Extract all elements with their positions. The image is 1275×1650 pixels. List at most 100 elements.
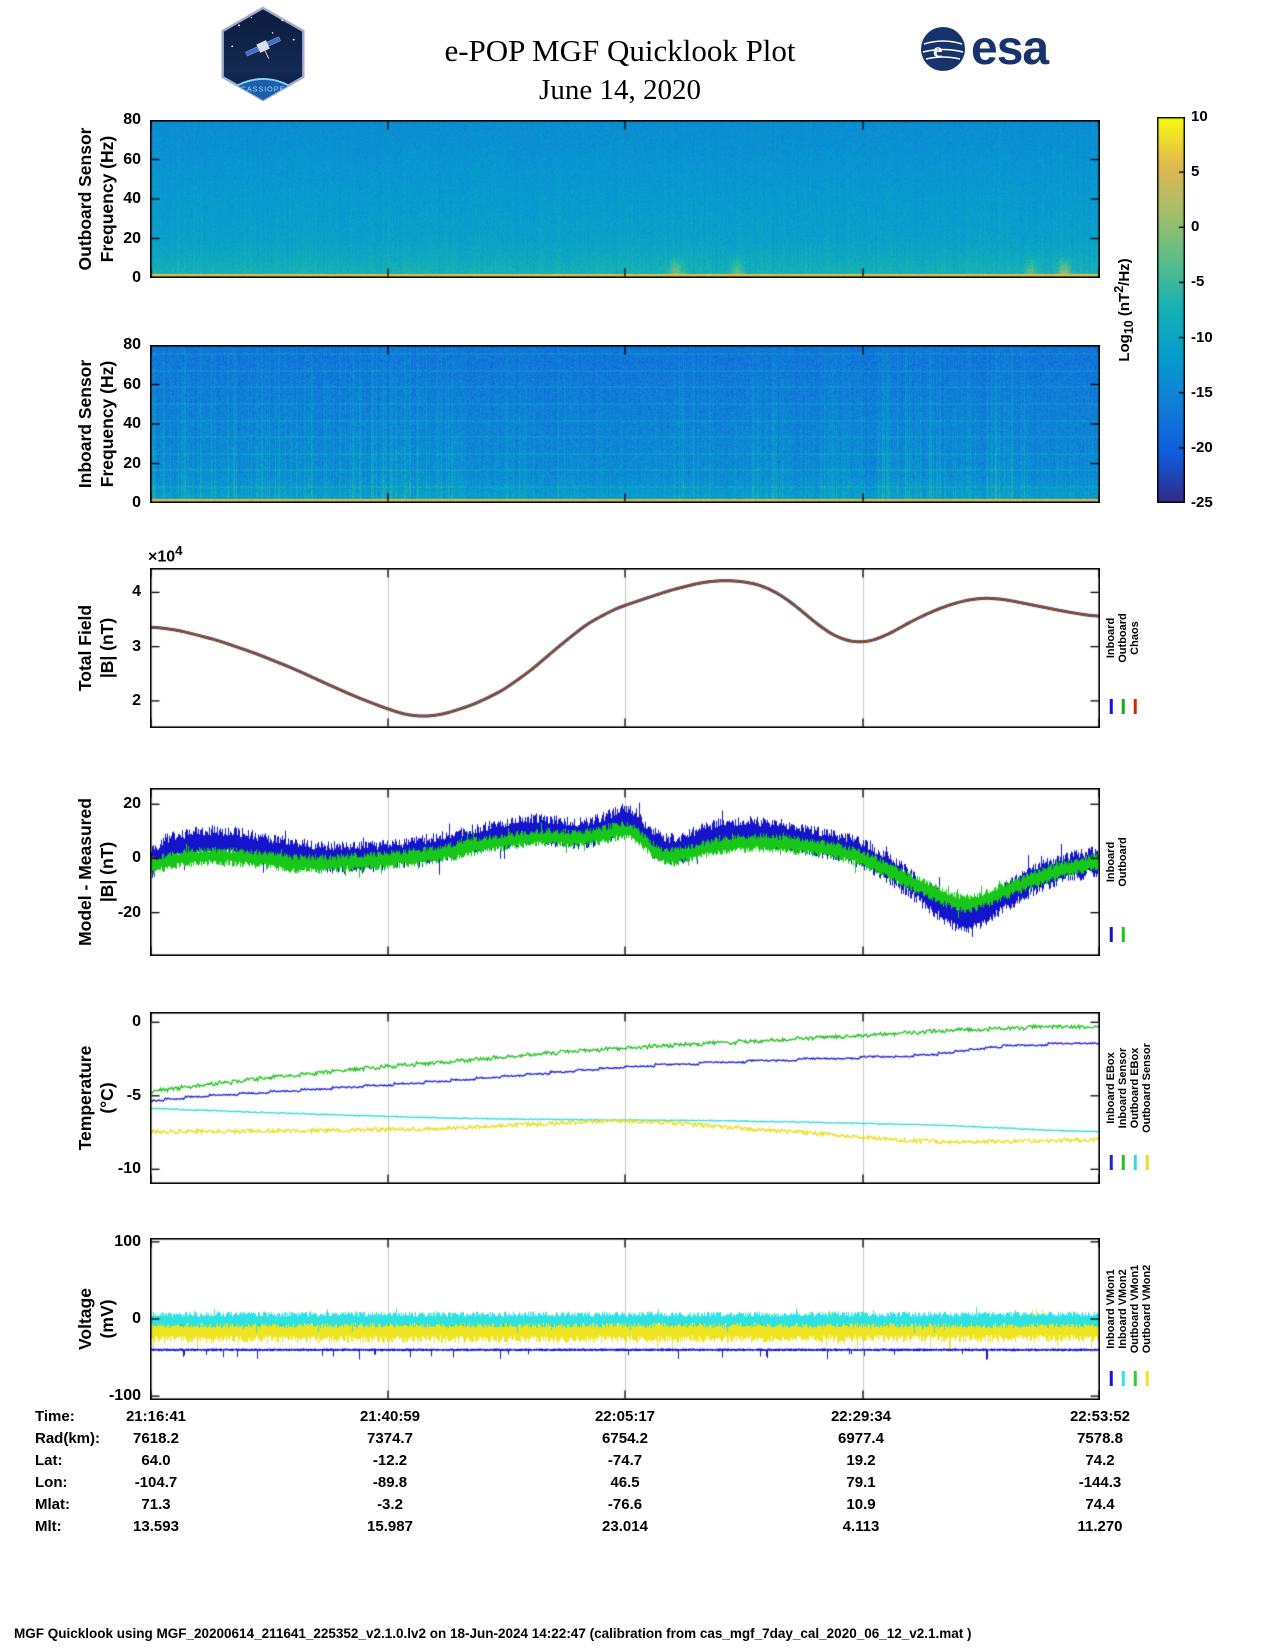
colorbar-tick-label: -15 — [1191, 383, 1213, 401]
y-tick-label: 2 — [132, 691, 141, 709]
voltage-legend: Inboard VMon1 Inboard VMon2 Outboard VMon1… — [1105, 1238, 1153, 1400]
model-minus-measured-legend: Inboard Outboard — [1105, 788, 1129, 956]
y-tick-label: 0 — [132, 1013, 141, 1031]
ephem-value: -144.3 — [1078, 1474, 1122, 1491]
y-tick-label: -20 — [117, 903, 141, 921]
legend-entry-outboard-vmon1: Outboard VMon1 — [1129, 1238, 1141, 1400]
colorbar-tick-label: -5 — [1191, 273, 1205, 291]
legend-entry-inboard-vmon2: Inboard VMon2 — [1117, 1238, 1129, 1400]
ephem-value: 13.593 — [133, 1518, 179, 1535]
y-tick-label: 40 — [123, 415, 141, 432]
legend-label: Inboard Sensor — [1117, 1047, 1129, 1129]
y-tick-label: 4 — [132, 583, 141, 601]
ephem-row-label: Mlt: — [35, 1518, 62, 1535]
total-field-panel: Total Field |B| (nT) ×104 Inboard Outboar… — [75, 543, 1141, 728]
ephem-value: 6977.4 — [838, 1430, 884, 1447]
y-tick-label: 3 — [132, 637, 141, 655]
legend-entry-outboard-sensor: Outboard Sensor — [1141, 1012, 1153, 1184]
colorbar-label-part: (nT — [1116, 292, 1133, 321]
ephem-row-label: Mlat: — [35, 1496, 70, 1513]
inboard-spectrogram-panel: Inboard Sensor Frequency (Hz) 80 60 40 20 0 — [75, 336, 1100, 511]
y-tick-label: 100 — [114, 1232, 141, 1250]
legend-label: Inboard EBox — [1105, 1051, 1117, 1124]
legend-label: Outboard — [1117, 837, 1129, 887]
legend-marker — [1109, 927, 1113, 942]
ephem-value: 7374.7 — [367, 1430, 413, 1447]
legend-entry-outboard-ebox: Outboard EBox — [1129, 1012, 1141, 1184]
footer-caption: MGF Quicklook using MGF_20200614_211641_… — [14, 1626, 972, 1641]
esa-globe-icon: e — [921, 27, 965, 71]
legend-label: Outboard VMon2 — [1141, 1264, 1153, 1354]
y-tick-label: 0 — [132, 849, 141, 867]
colorbar-canvas — [1157, 117, 1185, 503]
y-tick-label: 80 — [123, 111, 141, 128]
ephem-value: 15.987 — [367, 1518, 413, 1535]
legend-label: Outboard — [1117, 613, 1129, 664]
legend-entry-outboard: Outboard — [1117, 788, 1129, 956]
legend-entry-chaos: Chaos — [1129, 568, 1141, 728]
total-field-canvas — [150, 568, 1100, 728]
legend-marker — [1109, 1371, 1113, 1386]
model-minus-measured-panel: Model - Measured |B| (nT) Inboard Outboar… — [75, 788, 1129, 956]
ephem-value: 19.2 — [846, 1452, 876, 1469]
outboard-spectrogram-panel: Outboard Sensor Frequency (Hz) 80 60 40 20 0 — [75, 111, 1100, 286]
legend-entry-inboard-ebox: Inboard EBox — [1105, 1012, 1117, 1184]
ephem-value: 7578.8 — [1077, 1430, 1123, 1447]
y-tick-label: 60 — [123, 150, 141, 168]
legend-entry-inboard: Inboard — [1105, 568, 1117, 728]
legend-entry-outboard: Outboard — [1117, 568, 1129, 728]
y-tick-label: 20 — [123, 454, 141, 472]
colorbar-tick-label: -25 — [1191, 494, 1213, 511]
legend-marker — [1133, 1155, 1137, 1170]
ephem-value: -74.7 — [607, 1452, 643, 1469]
ephem-value: 74.2 — [1085, 1452, 1115, 1469]
legend-label: Inboard VMon1 — [1105, 1269, 1117, 1349]
ephem-value: -89.8 — [372, 1474, 408, 1491]
colorbar-label-sub: 10 — [1122, 320, 1136, 335]
inboard-spectrogram-canvas — [150, 345, 1100, 503]
legend-marker — [1145, 1371, 1149, 1386]
temperature-panel: Temperature (°C) Inboard EBox Inboard Sen… — [75, 1012, 1153, 1184]
legend-marker — [1121, 1371, 1125, 1386]
page-title: e-POP MGF Quicklook Plot — [444, 33, 796, 68]
legend-marker — [1121, 1155, 1125, 1170]
voltage-panel: Voltage (mV) Inboard VMon1 Inboard VMon2 O… — [75, 1233, 1153, 1404]
total-field-legend: Inboard Outboard Chaos — [1105, 568, 1141, 728]
legend-entry-inboard: Inboard — [1105, 788, 1117, 956]
ephem-value: 11.270 — [1077, 1518, 1123, 1535]
ephem-value: 79.1 — [846, 1474, 876, 1491]
page-date: June 14, 2020 — [539, 74, 701, 106]
ephem-value: 71.3 — [141, 1496, 171, 1513]
svg-text:e: e — [933, 38, 942, 62]
legend-label: Outboard Sensor — [1141, 1042, 1153, 1133]
mission-patch-logo: CASSIOPE — [215, 6, 311, 107]
ephem-value: 22:29:34 — [830, 1408, 892, 1425]
satellite-icon — [245, 36, 281, 59]
y-tick-label: -10 — [117, 1160, 141, 1178]
legend-entry-inboard-vmon1: Inboard VMon1 — [1105, 1238, 1117, 1400]
ephem-value: 74.4 — [1085, 1496, 1115, 1513]
ephem-value: 23.014 — [602, 1518, 648, 1535]
ephem-row-label: Lon: — [35, 1474, 68, 1491]
colorbar-label-part: Log — [1116, 334, 1133, 362]
legend-marker — [1121, 927, 1125, 942]
colorbar-label-sup: 2 — [1112, 285, 1126, 293]
ephem-value: 7618.2 — [133, 1430, 179, 1447]
ephem-value: 21:16:41 — [125, 1408, 187, 1425]
ephem-value: 64.0 — [141, 1452, 171, 1469]
ylabel-line: |B| (nT) — [97, 841, 117, 903]
ephem-value: -104.7 — [134, 1474, 178, 1491]
colorbar-tick-label: 5 — [1191, 163, 1200, 181]
colorbar-tick-label: 10 — [1191, 108, 1208, 125]
ephem-row-label: Time: — [35, 1408, 75, 1425]
colorbar-unit-label: Log10 (nT2/Hz) — [1112, 258, 1136, 361]
legend-label: Outboard VMon1 — [1129, 1264, 1141, 1354]
colorbar-tick-label: -10 — [1191, 328, 1213, 346]
mission-name-text: CASSIOPE — [241, 84, 285, 93]
exponent-sup: 4 — [175, 543, 183, 558]
exponent-mult: ×10 — [148, 548, 176, 566]
legend-marker — [1121, 699, 1125, 714]
y-tick-label: 20 — [123, 229, 141, 247]
ephem-value: 22:05:17 — [594, 1408, 656, 1425]
legend-label: Inboard — [1105, 841, 1117, 883]
